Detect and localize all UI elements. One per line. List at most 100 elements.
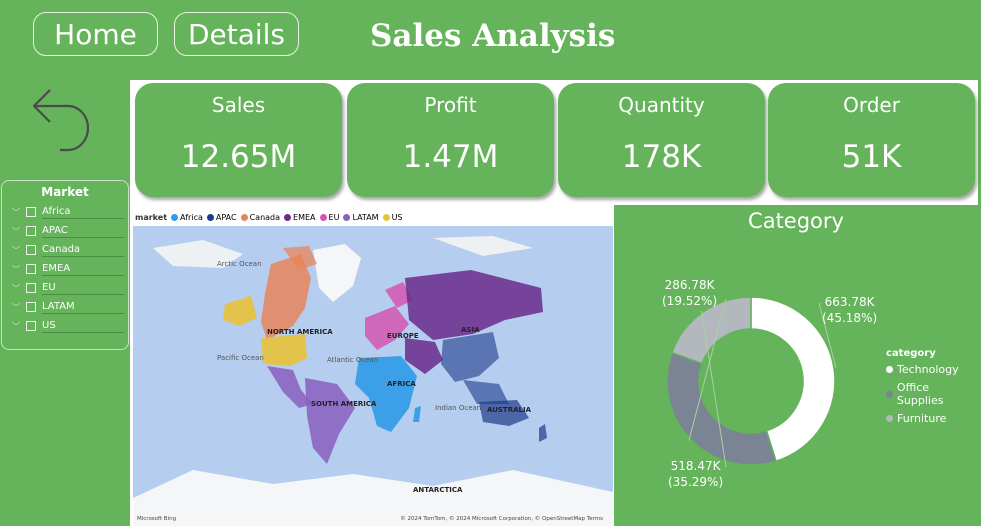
indian-ocean-label: Indian Ocean: [435, 404, 482, 412]
legend-label: Canada: [249, 212, 281, 222]
market-map[interactable]: market Africa APAC Canada EMEA EU LATAM …: [133, 208, 613, 526]
home-button[interactable]: Home: [33, 12, 158, 56]
antarctica-shape: [133, 470, 613, 526]
chevron-down-icon[interactable]: ﹀: [12, 207, 20, 217]
map-legend-item: EU: [319, 213, 339, 222]
kpi-card-profit: Profit 1.47M: [347, 83, 554, 197]
alaska-shape: [223, 296, 257, 326]
slicer-item-emea[interactable]: ﹀ EMEA: [12, 260, 124, 278]
kpi-value: 51K: [841, 139, 902, 175]
slicer-item-eu[interactable]: ﹀ EU: [12, 279, 124, 297]
furniture-data-label: 286.78K (19.52%): [662, 277, 717, 309]
checkbox[interactable]: [26, 264, 36, 274]
kpi-value: 1.47M: [402, 139, 499, 175]
russia-asia-shape: [405, 270, 543, 340]
back-arrow-icon[interactable]: [28, 82, 94, 158]
kpi-value: 178K: [621, 139, 702, 175]
data-label-value: 663.78K: [824, 295, 875, 309]
legend-swatch: [886, 366, 893, 373]
slicer-item-label: US: [42, 320, 124, 333]
slicer-item-latam[interactable]: ﹀ LATAM: [12, 298, 124, 316]
arctic-ocean-label: Arctic Ocean: [217, 260, 262, 268]
legend-label: EMEA: [293, 212, 316, 222]
us-shape: [261, 334, 307, 366]
data-label-percent: (19.52%): [662, 294, 718, 308]
legend-label: Africa: [180, 212, 203, 222]
map-legend-item: APAC: [206, 212, 237, 222]
checkbox[interactable]: [26, 302, 36, 312]
slicer-item-label: Canada: [42, 244, 124, 257]
chevron-down-icon[interactable]: ﹀: [12, 283, 20, 293]
checkbox[interactable]: [26, 321, 36, 331]
chart-title: Category: [748, 209, 844, 233]
antarctica-label: ANTARCTICA: [413, 486, 463, 494]
donut-slice-furniture[interactable]: [670, 296, 752, 365]
map-legend-item: US: [382, 213, 403, 222]
canada-north-shape: [283, 246, 317, 270]
africa-shape: [355, 356, 417, 432]
kpi-label: Quantity: [618, 93, 705, 117]
kpi-label: Sales: [211, 93, 266, 117]
map-legend-item: Africa: [171, 213, 203, 222]
legend-item-technology[interactable]: Technology: [886, 363, 978, 376]
legend-item-furniture[interactable]: Furniture: [886, 412, 978, 425]
kpi-card-quantity: Quantity 178K: [558, 83, 765, 197]
data-label-percent: (45.18%): [822, 311, 878, 325]
canada-shape: [261, 254, 311, 340]
checkbox[interactable]: [26, 207, 36, 217]
legend-swatch: [284, 213, 292, 221]
mexico-shape: [267, 366, 313, 408]
arctic-islands-shape: [153, 236, 533, 268]
europe-shape: [365, 306, 409, 350]
new-zealand-shape: [539, 424, 547, 442]
chevron-down-icon[interactable]: ﹀: [12, 302, 20, 312]
donut-slice-technology[interactable]: [750, 296, 836, 463]
chevron-down-icon[interactable]: ﹀: [12, 245, 20, 255]
slicer-item-africa[interactable]: ﹀ Africa: [12, 203, 124, 221]
leader-line: [818, 302, 837, 369]
legend-title: category: [886, 348, 936, 359]
atlantic-ocean-label: Atlantic Ocean: [327, 356, 379, 364]
map-legend-title: market: [135, 212, 168, 222]
slicer-item-canada[interactable]: ﹀ Canada: [12, 241, 124, 259]
south-america-label: SOUTH AMERICA: [311, 400, 377, 408]
slicer-item-us[interactable]: ﹀ US: [12, 317, 124, 335]
chevron-down-icon[interactable]: ﹀: [12, 226, 20, 236]
map-legend-item: LATAM: [343, 212, 379, 222]
kpi-label: Order: [843, 93, 900, 117]
legend-item-office-supplies[interactable]: Office Supplies: [886, 381, 978, 407]
donut-chart[interactable]: [614, 205, 978, 526]
southeast-asia-shape: [463, 380, 509, 404]
map-attribution[interactable]: © 2024 TomTom, © 2024 Microsoft Corporat…: [400, 516, 603, 522]
legend-label: Office Supplies: [896, 381, 944, 407]
legend-swatch: [382, 213, 390, 221]
legend-swatch: [886, 390, 893, 398]
slicer-item-label: EMEA: [42, 263, 124, 276]
office-supplies-data-label: 518.47K (35.29%): [668, 458, 723, 490]
checkbox[interactable]: [26, 245, 36, 255]
checkbox[interactable]: [26, 283, 36, 293]
checkbox[interactable]: [26, 226, 36, 236]
chevron-down-icon[interactable]: ﹀: [12, 264, 20, 274]
apac-shape: [441, 332, 499, 382]
details-button[interactable]: Details: [174, 12, 299, 56]
map-canvas: [133, 236, 613, 526]
legend-label: LATAM: [352, 212, 379, 222]
legend-label: APAC: [215, 212, 237, 222]
madagascar-shape: [413, 406, 421, 422]
technology-data-label: 663.78K (45.18%): [822, 294, 877, 326]
australia-shape: [479, 400, 529, 426]
donut-slice-office-supplies[interactable]: [666, 351, 777, 466]
middle-east-shape: [405, 338, 443, 374]
slicer-item-apac[interactable]: ﹀ APAC: [12, 222, 124, 240]
legend-swatch: [171, 213, 179, 221]
legend-swatch: [206, 213, 214, 221]
market-slicer: Market ﹀ Africa ﹀ APAC ﹀ Canada ﹀ EMEA ﹀ EU ﹀…: [1, 180, 129, 350]
legend-label: Technology: [897, 363, 959, 376]
legend-swatch: [240, 213, 248, 221]
leader-line: [701, 310, 727, 468]
home-button-label: Home: [54, 17, 137, 51]
map-legend-item: Canada: [240, 212, 281, 222]
slicer-item-label: APAC: [42, 225, 124, 238]
chevron-down-icon[interactable]: ﹀: [12, 321, 20, 331]
